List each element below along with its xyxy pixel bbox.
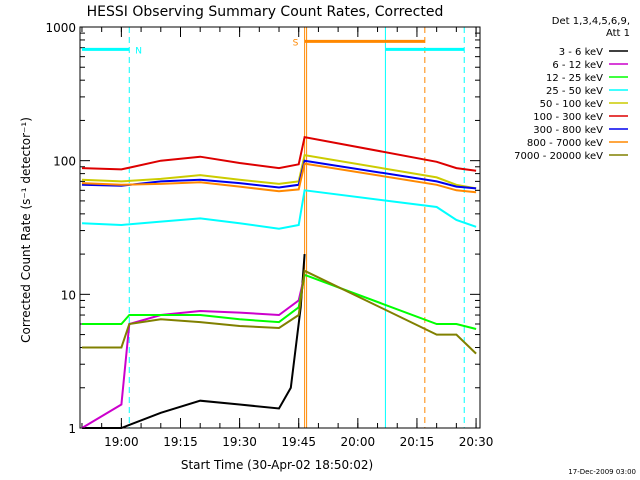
y-tick-label: 1 xyxy=(68,422,76,436)
series-line-1 xyxy=(82,254,306,429)
annotation-label: N xyxy=(135,46,142,56)
x-tick-label: 19:15 xyxy=(163,435,198,449)
x-tick-label: 19:00 xyxy=(104,435,139,449)
series-line-5 xyxy=(81,153,477,190)
plot-area: 1 10 100 1000 19:00 19:15 19:30 19:45 20:00 20:15… xyxy=(45,21,493,449)
legend-label-8: 800 - 7000 keV xyxy=(527,138,603,149)
legend-label-4: 25 - 50 keV xyxy=(546,86,603,97)
legend-label-1: 3 - 6 keV xyxy=(559,47,603,58)
series-line-8 xyxy=(81,162,477,194)
series-line-4 xyxy=(81,189,477,230)
y-tick-label: 1000 xyxy=(45,21,76,35)
chart-title: HESSI Observing Summary Count Rates, Cor… xyxy=(87,4,444,20)
y-tick-label: 100 xyxy=(53,155,76,169)
legend-label-6: 100 - 300 keV xyxy=(533,112,603,123)
legend: 3 - 6 keV 6 - 12 keV 12 - 25 keV 25 - 50 ke… xyxy=(514,47,628,162)
legend-header-line-2: Att 1 xyxy=(606,28,630,39)
x-tick-label: 20:15 xyxy=(400,435,435,449)
legend-label-2: 6 - 12 keV xyxy=(552,60,603,71)
y-tick-label: 10 xyxy=(61,288,76,302)
legend-label-3: 12 - 25 keV xyxy=(546,73,603,84)
legend-label-7: 300 - 800 keV xyxy=(533,125,603,136)
x-tick-label: 19:45 xyxy=(281,435,316,449)
series-line-3 xyxy=(82,273,477,330)
annotation-label: S xyxy=(293,38,299,48)
legend-label-9: 7000 - 20000 keV xyxy=(514,151,603,162)
x-axis-label: Start Time (30-Apr-02 18:50:02) xyxy=(181,458,373,472)
legend-header-line-1: Det 1,3,4,5,6,9, xyxy=(552,16,630,27)
y-axis-label: Corrected Count Rate (s⁻¹ detector⁻¹) xyxy=(19,117,33,343)
legend-label-5: 50 - 100 keV xyxy=(540,99,604,110)
x-tick-label: 19:30 xyxy=(222,435,257,449)
series-line-6 xyxy=(81,135,477,172)
plot-frame xyxy=(79,26,481,429)
footer-timestamp: 17-Dec-2009 03:00 xyxy=(568,468,636,476)
x-tick-label: 20:00 xyxy=(341,435,376,449)
series-line-7 xyxy=(81,159,477,190)
series-line-9 xyxy=(82,269,477,355)
series-line-2 xyxy=(81,274,306,429)
x-tick-label: 20:30 xyxy=(459,435,494,449)
